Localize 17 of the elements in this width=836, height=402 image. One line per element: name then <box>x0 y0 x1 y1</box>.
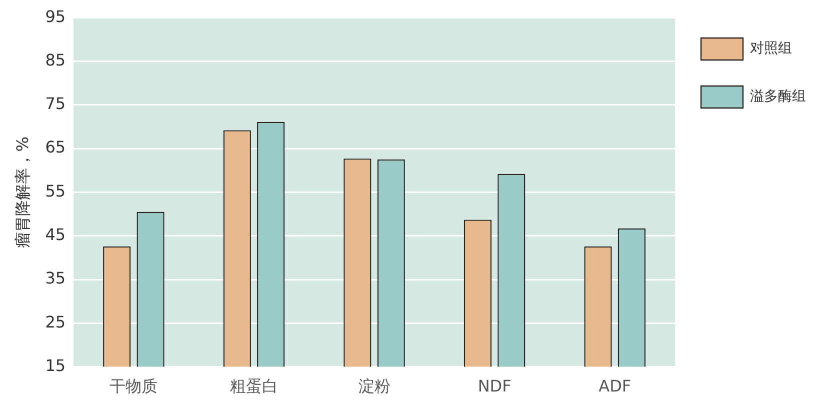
y-tick-label: 55 <box>45 181 66 200</box>
y-tick-label: 75 <box>45 94 66 114</box>
y-axis-title: 瘤胃降解率，% <box>12 136 32 248</box>
x-tick-label: 粗蛋白 <box>230 376 278 396</box>
x-tick-label: 淀粉 <box>358 376 390 396</box>
x-tick-label: NDF <box>478 376 512 396</box>
legend-label: 溢多酶组 <box>750 88 806 105</box>
y-tick-label: 95 <box>45 6 66 26</box>
x-tick-label: 干物质 <box>110 376 158 396</box>
y-tick-label: 15 <box>45 356 66 375</box>
legend-label: 对照组 <box>750 40 792 57</box>
y-tick-label: 45 <box>45 225 66 244</box>
x-tick-label: ADF <box>598 376 632 396</box>
y-tick-label: 85 <box>45 50 66 70</box>
y-tick-label: 65 <box>45 138 66 157</box>
y-tick-label: 35 <box>45 268 66 288</box>
y-tick-label: 25 <box>45 312 66 332</box>
